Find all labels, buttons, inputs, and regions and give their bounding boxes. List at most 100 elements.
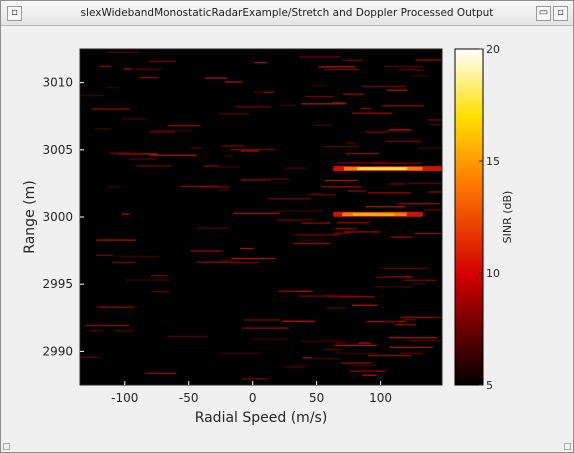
window-title: slexWidebandMonostaticRadarExample/Stret… xyxy=(80,7,494,19)
noise-streak xyxy=(85,324,130,327)
minimize-icon[interactable]: ▭ xyxy=(536,6,551,21)
noise-streak xyxy=(114,330,134,332)
noise-streak xyxy=(145,372,177,374)
noise-streak xyxy=(139,76,159,79)
axes: -100 -50 0 50 100 2990 2995 3000 3005 3010 xyxy=(42,48,443,405)
noise-streak xyxy=(107,186,122,188)
noise-streak xyxy=(326,307,347,309)
close-icon[interactable]: ▫ xyxy=(553,6,568,21)
colorbar-tick-label: 20 xyxy=(486,43,500,56)
noise-streak xyxy=(327,296,375,298)
noise-streak xyxy=(258,91,275,93)
heatmap-noise-layer xyxy=(80,51,442,380)
noise-streak xyxy=(236,106,271,108)
noise-streak xyxy=(334,352,377,354)
noise-streak xyxy=(337,221,370,224)
noise-streak xyxy=(242,378,269,380)
noise-streak xyxy=(344,231,380,233)
noise-streak xyxy=(222,145,245,147)
noise-streak xyxy=(191,147,202,149)
noise-streak xyxy=(400,316,434,319)
noise-streak xyxy=(333,349,343,351)
noise-streak xyxy=(388,129,412,131)
colorbar xyxy=(454,48,484,386)
title-bar[interactable]: ▫ slexWidebandMonostaticRadarExample/Str… xyxy=(1,1,573,26)
noise-streak xyxy=(300,239,327,241)
noise-streak xyxy=(121,213,130,215)
noise-streak xyxy=(279,104,297,106)
colorbar-axis: 5 10 15 20 xyxy=(479,43,500,392)
resize-grip-right-icon[interactable] xyxy=(564,443,571,450)
noise-streak xyxy=(368,192,411,194)
noise-streak xyxy=(120,255,159,258)
noise-streak xyxy=(358,342,371,344)
colorbar-label: SINR (dB) xyxy=(501,191,514,244)
noise-streak xyxy=(218,113,250,115)
noise-streak xyxy=(283,366,304,369)
noise-streak xyxy=(325,179,358,182)
noise-streak xyxy=(261,178,290,180)
noise-streak xyxy=(387,89,408,91)
noise-streak xyxy=(151,291,171,293)
noise-streak xyxy=(106,51,140,53)
noise-streak xyxy=(373,162,422,165)
noise-streak xyxy=(418,147,442,149)
noise-streak xyxy=(313,124,333,126)
resize-grip-left-icon[interactable] xyxy=(3,443,10,450)
noise-streak xyxy=(305,95,334,98)
noise-streak xyxy=(368,354,413,357)
noise-streak xyxy=(373,161,388,163)
noise-streak xyxy=(402,319,416,321)
noise-streak xyxy=(335,342,346,344)
noise-streak xyxy=(361,85,407,88)
noise-streak xyxy=(389,346,433,349)
noise-streak xyxy=(428,124,442,126)
noise-streak xyxy=(216,166,241,168)
noise-streak xyxy=(149,131,176,133)
noise-streak xyxy=(224,155,233,157)
noise-streak xyxy=(321,186,362,188)
noise-streak xyxy=(340,362,372,364)
noise-streak xyxy=(414,232,442,235)
noise-streak xyxy=(152,130,193,132)
noise-streak xyxy=(112,261,137,263)
window-menu-icon[interactable]: ▫ xyxy=(7,6,22,21)
noise-streak xyxy=(149,154,197,156)
target-return-peak-1 xyxy=(357,167,408,171)
noise-streak xyxy=(221,259,232,261)
noise-streak xyxy=(167,335,208,338)
noise-streak xyxy=(180,185,220,187)
noise-streak xyxy=(365,131,389,133)
noise-streak xyxy=(89,330,103,332)
noise-streak xyxy=(322,349,338,351)
noise-streak xyxy=(408,182,442,185)
noise-streak xyxy=(80,356,100,359)
noise-streak xyxy=(360,107,372,110)
noise-streak xyxy=(296,290,311,292)
noise-streak xyxy=(299,56,340,58)
noise-streak xyxy=(351,112,393,114)
noise-streak xyxy=(337,162,375,164)
noise-streak xyxy=(167,125,201,127)
noise-streak xyxy=(190,250,222,252)
noise-streak xyxy=(413,75,429,77)
noise-streak xyxy=(98,306,135,308)
noise-streak xyxy=(382,321,400,323)
noise-streak xyxy=(95,254,113,256)
noise-streak xyxy=(398,69,421,71)
noise-streak xyxy=(411,283,427,285)
y-axis-label: Range (m) xyxy=(22,180,38,253)
noise-streak xyxy=(389,337,437,339)
y-tick-label: 2995 xyxy=(42,277,73,291)
noise-streak xyxy=(415,59,442,61)
y-tick-label: 3000 xyxy=(42,210,73,224)
noise-streak xyxy=(109,152,143,154)
noise-streak xyxy=(414,69,426,72)
noise-streak xyxy=(99,65,111,68)
noise-streak xyxy=(224,81,243,83)
noise-streak xyxy=(306,194,337,196)
noise-streak xyxy=(240,247,254,250)
heatmap-target-layer xyxy=(333,166,442,217)
noise-streak xyxy=(123,68,132,70)
noise-streak xyxy=(372,286,412,288)
